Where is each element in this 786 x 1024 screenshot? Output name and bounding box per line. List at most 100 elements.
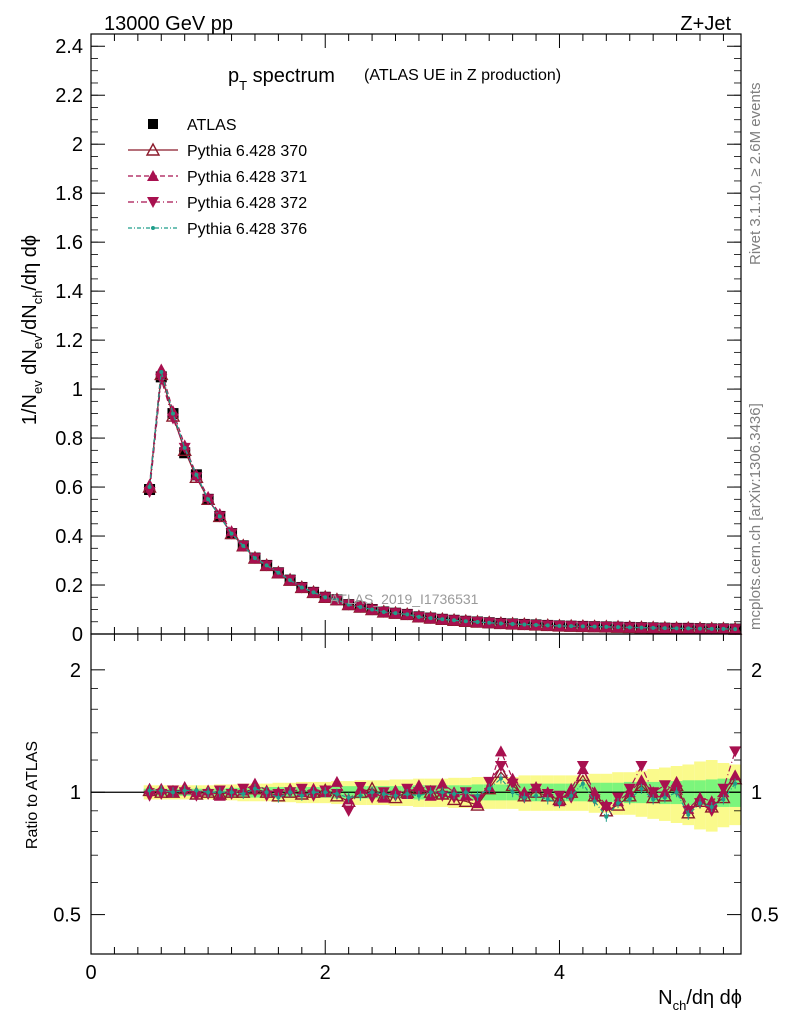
ratio-point-pythia-6-428-376 (147, 788, 152, 793)
ratio-point-pythia-6-428-372 (354, 781, 367, 793)
point-pythia-6-428-376 (405, 612, 410, 617)
ratio-point-pythia-6-428-371 (635, 774, 648, 786)
point-pythia-6-428-376 (522, 622, 527, 627)
ratio-point-pythia-6-428-376 (264, 790, 269, 795)
header-right: Z+Jet (680, 13, 731, 35)
ratio-point-pythia-6-428-376 (475, 793, 480, 798)
ratio-point-pythia-6-428-376 (182, 788, 187, 793)
main-y-tick-label: 0.6 (55, 477, 83, 499)
point-pythia-6-428-376 (346, 602, 351, 607)
point-pythia-6-428-376 (393, 611, 398, 616)
main-y-tick-label: 1.8 (55, 183, 83, 205)
point-pythia-6-428-372 (155, 374, 168, 386)
ratio-point-pythia-6-428-376 (487, 786, 492, 791)
ratio-point-pythia-6-428-371 (670, 775, 683, 787)
ratio-point-pythia-6-428-376 (662, 795, 667, 800)
point-pythia-6-428-376 (206, 497, 211, 502)
point-pythia-6-428-376 (475, 620, 480, 624)
ratio-panel: 0 2 4 0.5 0.5 1 1 2 2 (53, 634, 779, 984)
point-pythia-6-428-376 (721, 626, 726, 631)
ratio-point-pythia-6-428-371 (436, 777, 449, 789)
ratio-point-pythia-6-428-372 (295, 783, 308, 795)
ratio-frame (90, 633, 742, 955)
point-pythia-6-428-376 (616, 625, 621, 630)
main-y-tick-label: 0.2 (55, 575, 83, 597)
main-y-tick-label: 1.2 (55, 330, 83, 352)
rivet-version-label: Rivet 3.1.10, ≥ 2.6M events (747, 83, 764, 266)
point-pythia-6-428-376 (170, 411, 175, 416)
point-pythia-6-428-372 (143, 486, 156, 498)
point-pythia-6-428-376 (627, 625, 632, 630)
legend-label-pythia-6-428-371: Pythia 6.428 371 (187, 169, 307, 186)
ratio-point-pythia-6-428-372 (576, 761, 589, 773)
point-pythia-6-428-376 (428, 616, 433, 621)
ratio-point-pythia-6-428-376 (276, 795, 281, 800)
legend-marker-pythia-6-428-376 (151, 226, 155, 230)
ratio-point-pythia-6-428-376 (604, 814, 609, 819)
ratio-y-axis-label: Ratio to ATLAS (24, 741, 41, 849)
ratio-point-pythia-6-428-376 (334, 791, 339, 796)
series-line-pythia-6-428-376 (148, 371, 736, 630)
point-pythia-6-428-376 (334, 597, 339, 602)
point-pythia-6-428-376 (686, 626, 691, 631)
main-y-tick-label: 0.8 (55, 428, 83, 450)
ratio-point-pythia-6-428-372 (658, 780, 671, 792)
point-pythia-6-428-376 (592, 624, 597, 629)
ratio-point-pythia-6-428-376 (393, 793, 398, 798)
ratio-point-pythia-6-428-376 (674, 790, 679, 795)
ratio-point-pythia-6-428-371 (494, 745, 507, 757)
legend-label-pythia-6-428-370: Pythia 6.428 370 (187, 143, 307, 160)
point-pythia-6-428-371 (166, 405, 179, 417)
legend-label-atlas: ATLAS (187, 117, 237, 134)
ratio-point-pythia-6-428-372 (623, 783, 636, 795)
ratio-point-pythia-6-428-376 (346, 795, 351, 800)
ratio-point-pythia-6-428-376 (522, 795, 527, 800)
ratio-point-pythia-6-428-370 (388, 790, 403, 804)
point-pythia-6-428-376 (651, 625, 656, 630)
main-y-tick-label: 2 (72, 134, 83, 156)
ratio-point-pythia-6-428-376 (545, 797, 550, 802)
ratio-point-pythia-6-428-376 (288, 790, 293, 795)
ratio-point-pythia-6-428-376 (639, 786, 644, 791)
ratio-y-tick-label: 0.5 (53, 905, 81, 927)
point-pythia-6-428-376 (604, 624, 609, 629)
ratio-point-pythia-6-428-376 (299, 793, 304, 798)
ratio-point-pythia-6-428-372 (600, 801, 613, 813)
x-axis-label: Nch/dη dϕ (658, 987, 742, 1013)
ratio-point-pythia-6-428-372 (143, 790, 156, 802)
point-pythia-6-428-376 (674, 626, 679, 631)
ratio-point-pythia-6-428-376 (206, 790, 211, 795)
point-pythia-6-428-376 (487, 620, 492, 625)
legend-marker-pythia-6-428-370 (145, 142, 161, 156)
main-y-tick-label: 0.4 (55, 526, 83, 548)
ratio-point-pythia-6-428-376 (381, 791, 386, 796)
point-pythia-6-428-371 (155, 363, 168, 375)
main-panel: 0 0.2 0.4 0.6 0.8 1 1.2 1.4 1.6 1.8 2 2.2 2.4 (55, 33, 743, 646)
ratio-point-pythia-6-428-372 (530, 783, 543, 795)
ratio-point-pythia-6-428-376 (733, 781, 738, 786)
x-tick-label: 0 (85, 962, 96, 984)
point-pythia-6-428-376 (241, 543, 246, 548)
point-pythia-6-428-376 (416, 614, 421, 619)
ratio-point-pythia-6-428-376 (651, 797, 656, 802)
point-pythia-6-428-376 (440, 617, 445, 622)
ratio-point-pythia-6-428-376 (463, 790, 468, 795)
point-pythia-6-428-376 (569, 624, 574, 629)
ratio-point-pythia-6-428-371 (330, 775, 343, 787)
point-pythia-6-428-376 (194, 472, 199, 477)
point-pythia-6-428-376 (311, 590, 316, 595)
ratio-point-pythia-6-428-372 (553, 790, 566, 802)
analysis-watermark: ATLAS_2019_I1736531 (330, 591, 479, 607)
ratio-point-pythia-6-428-376 (229, 790, 234, 795)
point-pythia-6-428-376 (463, 619, 468, 624)
ratio-point-pythia-6-428-376 (534, 793, 539, 798)
ratio-point-pythia-6-428-371 (705, 795, 718, 807)
point-pythia-6-428-376 (580, 624, 585, 629)
ratio-point-pythia-6-428-376 (709, 804, 714, 809)
legend-marker-pythia-6-428-371 (147, 170, 159, 181)
point-pythia-6-428-376 (276, 570, 281, 575)
ratio-point-pythia-6-428-376 (721, 797, 726, 802)
ratio-y-tick-label-right: 2 (751, 660, 762, 682)
point-pythia-6-428-376 (733, 627, 738, 632)
